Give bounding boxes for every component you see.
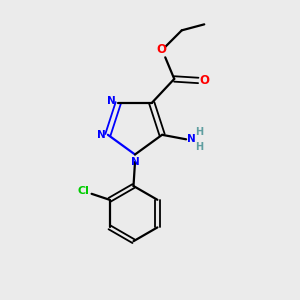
Text: Cl: Cl	[77, 186, 89, 197]
Text: N: N	[97, 130, 106, 140]
Text: H: H	[195, 142, 203, 152]
Text: O: O	[157, 43, 167, 56]
Text: H: H	[195, 127, 203, 137]
Text: N: N	[107, 96, 116, 106]
Text: N: N	[130, 157, 140, 167]
Text: N: N	[187, 134, 196, 144]
Text: O: O	[200, 74, 210, 87]
